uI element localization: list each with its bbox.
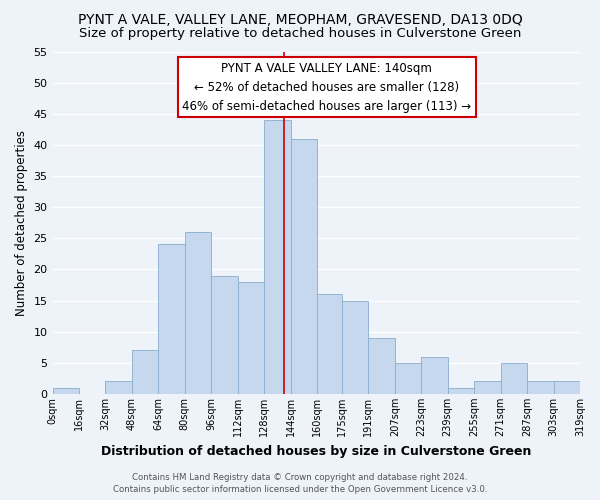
Text: Size of property relative to detached houses in Culverstone Green: Size of property relative to detached ho… [79, 28, 521, 40]
Bar [185, 232, 211, 394]
Text: Contains HM Land Registry data © Crown copyright and database right 2024.
Contai: Contains HM Land Registry data © Crown c… [113, 472, 487, 494]
Bar [132, 350, 158, 394]
Bar [238, 282, 264, 394]
Bar [554, 382, 580, 394]
Bar [158, 244, 185, 394]
Text: PYNT A VALE VALLEY LANE: 140sqm
← 52% of detached houses are smaller (128)
46% o: PYNT A VALE VALLEY LANE: 140sqm ← 52% of… [182, 62, 472, 113]
Bar [500, 363, 527, 394]
Bar [264, 120, 290, 394]
Bar [342, 300, 368, 394]
X-axis label: Distribution of detached houses by size in Culverstone Green: Distribution of detached houses by size … [101, 444, 532, 458]
Bar [317, 294, 342, 394]
Bar [290, 138, 317, 394]
Y-axis label: Number of detached properties: Number of detached properties [15, 130, 28, 316]
Bar [448, 388, 474, 394]
Bar [368, 338, 395, 394]
Bar [474, 382, 500, 394]
Bar [527, 382, 554, 394]
Bar [421, 356, 448, 394]
Bar [211, 276, 238, 394]
Bar [395, 363, 421, 394]
Text: PYNT A VALE, VALLEY LANE, MEOPHAM, GRAVESEND, DA13 0DQ: PYNT A VALE, VALLEY LANE, MEOPHAM, GRAVE… [77, 12, 523, 26]
Bar [106, 382, 132, 394]
Bar [53, 388, 79, 394]
